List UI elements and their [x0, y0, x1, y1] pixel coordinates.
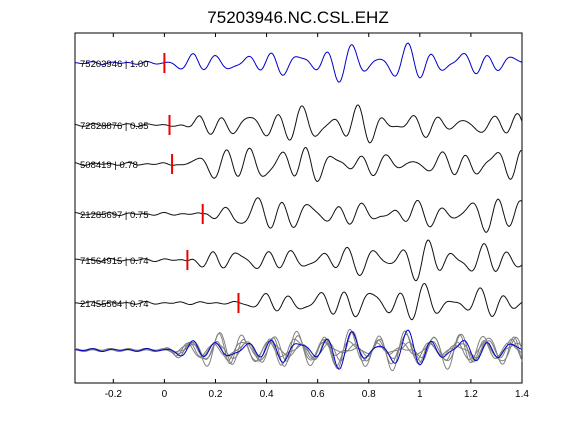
x-axis-ticks: -0.2 0 0.2 0.4 0.6 0.8 1 1.2 1.4 — [105, 33, 529, 400]
x-tick-label: 0.2 — [209, 389, 223, 400]
x-tick-label: 0.6 — [311, 389, 325, 400]
trace-label: 508419 | 0.78 — [80, 160, 138, 171]
stack-trace-71564915 — [75, 330, 523, 372]
x-tick-label: 0.4 — [260, 389, 274, 400]
trace-21455564 — [74, 282, 523, 321]
x-tick-label: -0.2 — [105, 389, 123, 400]
x-tick-label: 0.8 — [362, 389, 376, 400]
picks-layer — [163, 53, 240, 313]
trace-75203946 — [75, 42, 523, 83]
trace-508419 — [74, 146, 523, 183]
trace-labels: 75203946 | 1.00 72828876 | 0.85 508419 | 0… — [80, 59, 149, 310]
trace-label: 72828876 | 0.85 — [80, 121, 149, 132]
trace-21285697 — [74, 197, 523, 233]
x-tick-label: 1.4 — [515, 389, 529, 400]
trace-label: 21285697 | 0.75 — [80, 210, 149, 221]
traces-layer — [74, 42, 523, 321]
trace-71564915 — [75, 239, 523, 282]
trace-label: 21455564 | 0.74 — [80, 299, 149, 310]
stack-layer — [74, 328, 523, 372]
trace-label: 71564915 | 0.74 — [80, 256, 149, 267]
trace-72828876 — [74, 104, 523, 144]
plot-frame — [74, 32, 523, 384]
stack-trace-reference — [75, 329, 523, 370]
chart-title: 75203946.NC.CSL.EHZ — [207, 8, 388, 27]
x-tick-label: 1.2 — [464, 389, 478, 400]
x-tick-label: 0 — [162, 389, 168, 400]
trace-label: 75203946 | 1.00 — [80, 59, 149, 70]
x-tick-label: 1 — [417, 389, 423, 400]
